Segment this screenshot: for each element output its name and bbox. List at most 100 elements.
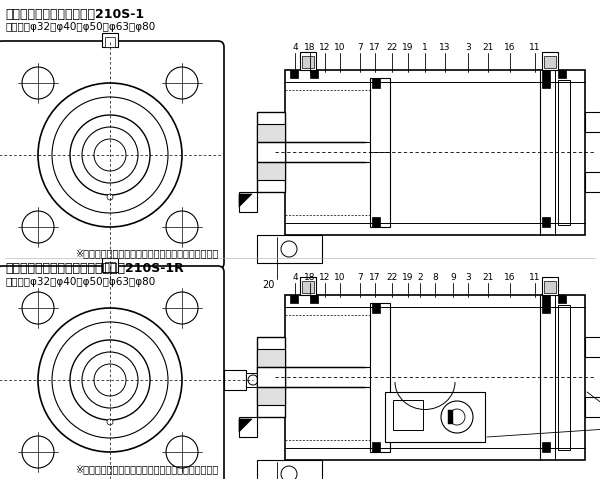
Circle shape bbox=[248, 375, 258, 385]
Text: 10: 10 bbox=[334, 43, 346, 52]
Bar bbox=[257, 349, 285, 405]
Bar bbox=[105, 37, 115, 47]
Bar bbox=[542, 52, 558, 70]
Bar bbox=[372, 303, 380, 313]
Bar bbox=[542, 295, 550, 303]
Circle shape bbox=[82, 352, 138, 408]
Bar bbox=[542, 78, 550, 88]
Text: 4: 4 bbox=[292, 273, 298, 282]
Bar bbox=[102, 33, 118, 47]
Text: 1: 1 bbox=[422, 43, 428, 52]
Bar bbox=[370, 303, 390, 452]
Circle shape bbox=[166, 292, 198, 324]
Bar bbox=[290, 295, 298, 303]
Circle shape bbox=[281, 466, 297, 479]
Bar bbox=[544, 281, 556, 293]
Circle shape bbox=[107, 194, 113, 200]
Bar bbox=[558, 70, 566, 78]
Circle shape bbox=[281, 241, 297, 257]
Bar bbox=[542, 217, 550, 227]
Circle shape bbox=[70, 115, 150, 195]
Circle shape bbox=[441, 401, 473, 433]
Bar bbox=[542, 277, 558, 295]
Circle shape bbox=[22, 436, 54, 468]
Text: 複動形片ロッド／スイッチセット／210S-1R: 複動形片ロッド／スイッチセット／210S-1R bbox=[5, 262, 184, 275]
Polygon shape bbox=[239, 419, 252, 432]
Text: 17: 17 bbox=[369, 43, 381, 52]
Text: 22: 22 bbox=[386, 273, 398, 282]
Text: 19: 19 bbox=[402, 43, 414, 52]
Text: 3: 3 bbox=[465, 43, 471, 52]
Polygon shape bbox=[239, 417, 257, 437]
Polygon shape bbox=[239, 192, 257, 212]
Bar bbox=[246, 373, 260, 387]
Circle shape bbox=[38, 83, 182, 227]
Polygon shape bbox=[585, 112, 600, 132]
Circle shape bbox=[52, 322, 168, 438]
Bar bbox=[542, 442, 550, 452]
Text: 10: 10 bbox=[334, 273, 346, 282]
Circle shape bbox=[94, 139, 126, 171]
Bar bbox=[558, 295, 566, 303]
Bar bbox=[542, 70, 550, 78]
Text: 21: 21 bbox=[482, 273, 494, 282]
Bar bbox=[302, 56, 314, 68]
Text: 12: 12 bbox=[319, 273, 331, 282]
Circle shape bbox=[166, 436, 198, 468]
Text: 3: 3 bbox=[465, 273, 471, 282]
Text: 18: 18 bbox=[304, 43, 316, 52]
Circle shape bbox=[166, 67, 198, 99]
Bar bbox=[448, 410, 453, 424]
Bar bbox=[542, 303, 550, 313]
Text: 17: 17 bbox=[369, 273, 381, 282]
Circle shape bbox=[22, 67, 54, 99]
Bar bbox=[257, 112, 285, 192]
Bar bbox=[385, 392, 485, 442]
Circle shape bbox=[52, 97, 168, 213]
Text: 18: 18 bbox=[304, 273, 316, 282]
Bar bbox=[300, 52, 316, 70]
Bar bbox=[372, 217, 380, 227]
Bar bbox=[290, 70, 298, 78]
Bar bbox=[257, 142, 285, 162]
Text: 9: 9 bbox=[450, 273, 456, 282]
Circle shape bbox=[107, 419, 113, 425]
Text: 16: 16 bbox=[504, 273, 516, 282]
Bar bbox=[544, 56, 556, 68]
Text: 複動形片ロッド／標準形／210S-1: 複動形片ロッド／標準形／210S-1 bbox=[5, 8, 144, 21]
Bar bbox=[102, 258, 118, 272]
Text: 20: 20 bbox=[262, 280, 274, 290]
Text: 11: 11 bbox=[529, 273, 541, 282]
Bar bbox=[257, 460, 322, 479]
Bar bbox=[257, 337, 285, 417]
Bar bbox=[260, 377, 268, 383]
Text: 19: 19 bbox=[402, 273, 414, 282]
Text: 基本形／φ32・φ40・φ50・φ63・φ80: 基本形／φ32・φ40・φ50・φ63・φ80 bbox=[5, 22, 155, 32]
Bar bbox=[393, 400, 423, 430]
Circle shape bbox=[22, 292, 54, 324]
Bar bbox=[300, 277, 316, 295]
Text: 22: 22 bbox=[386, 43, 398, 52]
Bar bbox=[370, 78, 390, 227]
Text: ※ビストン部の詳細構造は、内径により異なります。: ※ビストン部の詳細構造は、内径により異なります。 bbox=[75, 464, 218, 474]
Text: 11: 11 bbox=[529, 43, 541, 52]
Polygon shape bbox=[585, 397, 600, 417]
Bar bbox=[257, 235, 322, 263]
Text: 7: 7 bbox=[357, 273, 363, 282]
Bar bbox=[310, 70, 318, 78]
Bar bbox=[105, 262, 115, 272]
Bar bbox=[302, 281, 314, 293]
Bar bbox=[285, 70, 585, 235]
Text: 13: 13 bbox=[439, 43, 451, 52]
Bar bbox=[372, 78, 380, 88]
Polygon shape bbox=[239, 194, 252, 207]
Circle shape bbox=[70, 340, 150, 420]
Circle shape bbox=[22, 211, 54, 243]
Circle shape bbox=[166, 211, 198, 243]
Bar bbox=[310, 295, 318, 303]
FancyBboxPatch shape bbox=[0, 41, 224, 269]
Text: 12: 12 bbox=[319, 43, 331, 52]
Bar bbox=[372, 442, 380, 452]
Circle shape bbox=[82, 127, 138, 183]
Circle shape bbox=[94, 364, 126, 396]
